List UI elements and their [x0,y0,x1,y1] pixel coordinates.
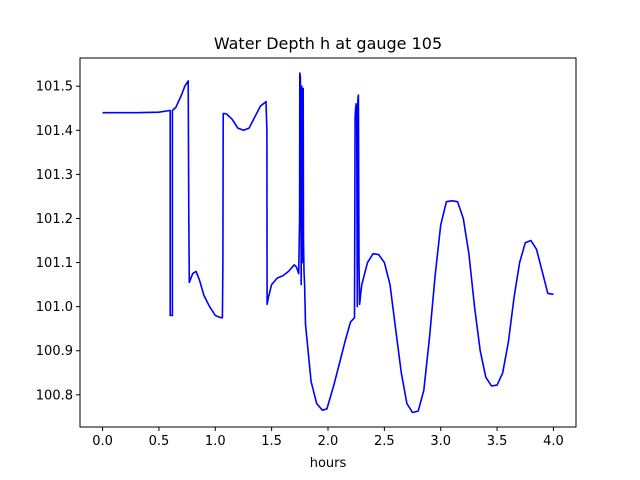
x-tick-label: 2.5 [374,434,395,449]
plot-area [102,72,554,414]
x-tick-label: 3.5 [487,434,508,449]
x-tick-label: 2.0 [318,434,339,449]
y-tick-label: 101.0 [36,300,73,315]
y-tick-label: 101.1 [36,256,73,271]
x-tick-label: 1.0 [205,434,226,449]
x-tick-label: 3.0 [430,434,451,449]
y-tick-label: 101.4 [36,124,73,139]
axis-ticks: 0.0 0.5 1.0 1.5 2.0 2.5 3.0 3.5 4.0 100.8 100.9 101… [36,80,564,449]
x-tick-label: 4.0 [543,434,564,449]
x-tick-label: 0.5 [149,434,170,449]
x-tick-label: 0.0 [92,434,113,449]
y-tick-label: 100.9 [36,344,73,359]
series-line [102,72,554,414]
y-tick-label: 101.5 [36,80,73,95]
axes-frame [79,57,577,428]
y-tick-label: 101.2 [36,212,73,227]
x-tick-label: 1.5 [261,434,282,449]
y-tick-label: 100.8 [36,388,73,403]
x-axis-label: hours [310,456,347,471]
y-tick-label: 101.3 [36,168,73,183]
chart-title: Water Depth h at gauge 105 [214,34,442,53]
